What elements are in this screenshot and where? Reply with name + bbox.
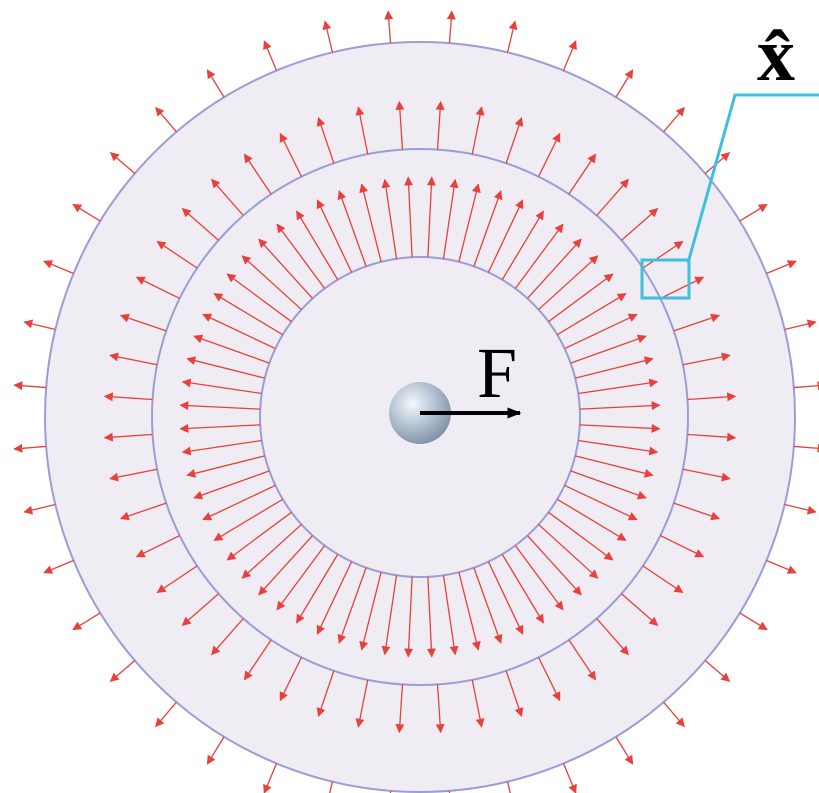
page: F x̂ (() => { const data = JSON.parse(do…	[0, 0, 819, 793]
field-arrow	[156, 702, 177, 726]
field-arrow	[740, 204, 767, 221]
field-arrow	[664, 702, 685, 726]
field-arrow	[785, 505, 816, 512]
field-arrow	[508, 21, 515, 52]
field-arrow	[24, 505, 55, 512]
field-arrow	[264, 763, 276, 793]
field-arrow	[264, 41, 276, 71]
diagram: F x̂	[0, 0, 819, 793]
field-arrow	[14, 446, 46, 449]
field-arrow	[508, 782, 515, 793]
field-arrow	[24, 322, 55, 329]
field-arrow	[616, 737, 633, 764]
field-arrow	[111, 153, 135, 174]
field-arrow	[794, 446, 819, 449]
field-arrow	[766, 561, 796, 573]
field-arrow	[73, 613, 100, 630]
field-arrow	[785, 322, 816, 329]
field-arrow	[156, 108, 177, 132]
field-arrow	[794, 385, 819, 388]
field-arrow	[388, 11, 391, 43]
field-arrow	[111, 661, 135, 682]
field-arrow	[44, 561, 74, 573]
field-arrow	[616, 70, 633, 97]
field-arrow	[325, 782, 332, 793]
field-arrow	[564, 41, 576, 71]
field-arrow	[564, 763, 576, 793]
field-arrow	[207, 737, 224, 764]
field-arrow	[740, 613, 767, 630]
unit-vector-label: x̂	[757, 13, 795, 97]
field-arrow	[325, 21, 332, 52]
force-label: F	[477, 333, 517, 413]
field-arrow	[705, 661, 729, 682]
field-arrow	[207, 70, 224, 97]
field-arrow	[73, 204, 100, 221]
field-arrow	[664, 108, 685, 132]
field-arrow	[44, 261, 74, 273]
field-arrow	[766, 261, 796, 273]
field-arrow	[14, 385, 46, 388]
field-arrow	[449, 11, 452, 43]
